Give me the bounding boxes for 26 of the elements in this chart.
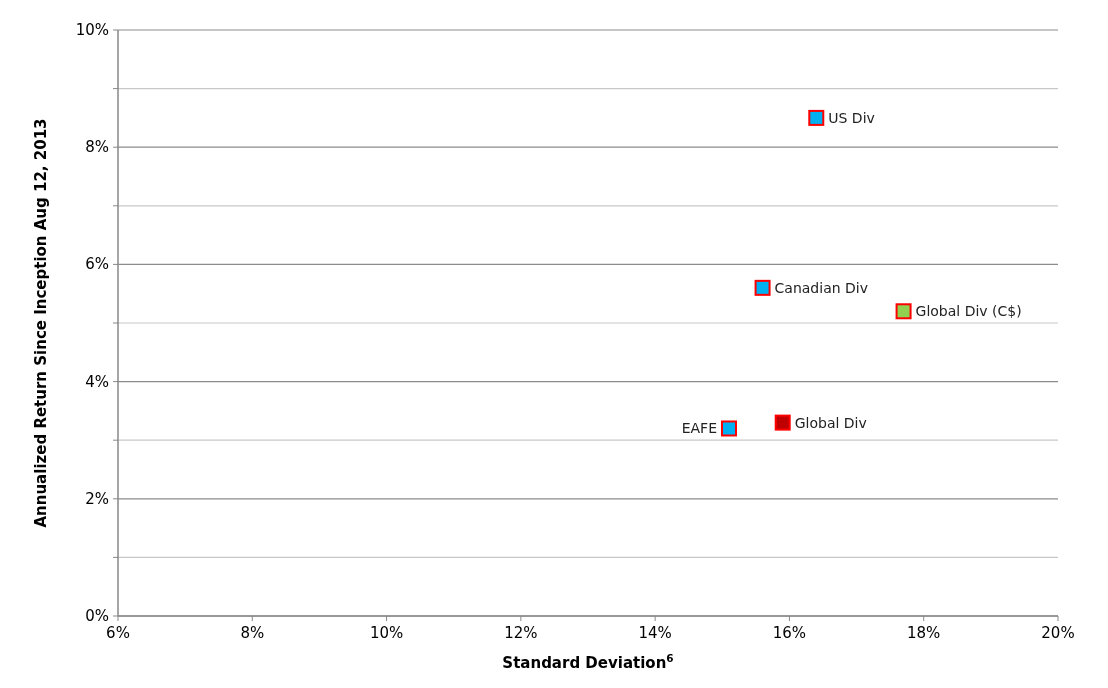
point: [754, 279, 771, 296]
series-label: Global Div: [794, 414, 867, 431]
x-axis-title: Standard Deviation$^{6}$: [502, 652, 674, 672]
y-tick-label: 2%: [85, 489, 109, 508]
x-tick-label: 8%: [240, 624, 265, 642]
x-tick-label: 18%: [907, 624, 941, 642]
series-label: US Div: [828, 109, 875, 126]
x-tick-label: 16%: [772, 624, 807, 642]
y-tick-label: 4%: [85, 372, 109, 391]
y-axis-title: Annualized Return Since Inception Aug 12, 2013: [32, 118, 50, 528]
y-tick-label: 10%: [75, 21, 109, 39]
x-tick-label: 12%: [504, 624, 538, 642]
x-tick-label: 6%: [106, 624, 130, 642]
x-tick-label: 20%: [1041, 624, 1075, 642]
series-label: Global Div (C$): [915, 303, 1022, 320]
x-tick-label: 14%: [638, 624, 672, 642]
series-label: Canadian Div: [774, 279, 869, 296]
y-tick-label: 8%: [85, 138, 109, 157]
series-label: EAFE: [681, 420, 717, 437]
point: [895, 303, 912, 320]
y-tick-label: 6%: [85, 255, 109, 274]
y-tick-label: 0%: [85, 607, 109, 625]
point: [808, 109, 825, 126]
point: [774, 414, 791, 431]
point: [721, 420, 737, 437]
x-tick-label: 10%: [369, 624, 404, 642]
